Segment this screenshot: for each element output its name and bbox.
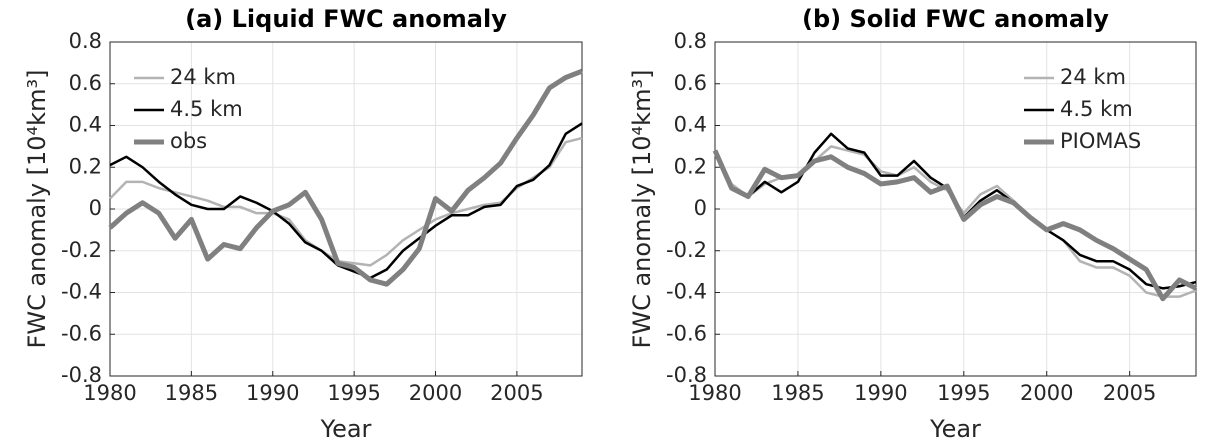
x-tick-label: 1985 xyxy=(771,381,824,405)
y-tick-label: 0.2 xyxy=(69,154,102,178)
axes-box xyxy=(109,41,583,377)
y-tick-label: 0.8 xyxy=(69,29,102,53)
y-tick-label: -0.8 xyxy=(666,363,707,387)
x-tick-label: 2005 xyxy=(490,381,543,405)
x-tick-label: 2000 xyxy=(1020,381,1073,405)
y-tick-label: 0.6 xyxy=(674,71,707,95)
x-tick-label: 1990 xyxy=(246,381,299,405)
y-tick-label: -0.2 xyxy=(61,238,102,262)
y-tick-label: 0.4 xyxy=(69,113,102,137)
x-tick-label: 1980 xyxy=(83,381,136,405)
x-tick-label: 1980 xyxy=(688,381,741,405)
chart-title: (a) Liquid FWC anomaly xyxy=(185,5,507,33)
y-tick-label: 0.4 xyxy=(674,113,707,137)
data-line xyxy=(109,122,583,280)
data-line xyxy=(712,149,1198,302)
data-line xyxy=(713,145,1197,298)
legend-label: 24 km xyxy=(170,65,236,89)
y-tick-label: 0.2 xyxy=(674,154,707,178)
legend-label: 4.5 km xyxy=(170,97,243,121)
legend-label: 24 km xyxy=(1060,65,1126,89)
y-tick-label: -0.4 xyxy=(61,280,102,304)
chart-title: (b) Solid FWC anomaly xyxy=(802,5,1109,33)
legend-label: 4.5 km xyxy=(1060,97,1133,121)
y-tick-label: 0 xyxy=(694,196,707,220)
x-tick-label: 2000 xyxy=(409,381,462,405)
x-axis-label: Year xyxy=(929,415,981,443)
y-axis-label: FWC anomaly [10⁴km³] xyxy=(628,70,656,349)
x-tick-label: 2005 xyxy=(1103,381,1156,405)
x-axis-label: Year xyxy=(320,415,372,443)
y-tick-label: 0.6 xyxy=(69,71,102,95)
data-line xyxy=(108,68,583,287)
y-tick-label: -0.4 xyxy=(666,280,707,304)
axes-box xyxy=(714,41,1197,377)
x-tick-label: 1985 xyxy=(165,381,218,405)
y-tick-label: -0.2 xyxy=(666,238,707,262)
y-tick-label: 0 xyxy=(89,196,102,220)
y-tick-label: -0.8 xyxy=(61,363,102,387)
x-tick-label: 1990 xyxy=(854,381,907,405)
data-line xyxy=(713,132,1197,290)
legend-label: obs xyxy=(170,129,207,153)
y-axis-label: FWC anomaly [10⁴km³] xyxy=(23,70,51,349)
y-tick-label: -0.6 xyxy=(666,321,707,345)
x-tick-label: 1995 xyxy=(937,381,990,405)
legend-label: PIOMAS xyxy=(1060,129,1141,153)
x-tick-label: 1995 xyxy=(327,381,380,405)
data-line xyxy=(109,136,583,267)
y-tick-label: 0.8 xyxy=(674,29,707,53)
y-tick-label: -0.6 xyxy=(61,321,102,345)
